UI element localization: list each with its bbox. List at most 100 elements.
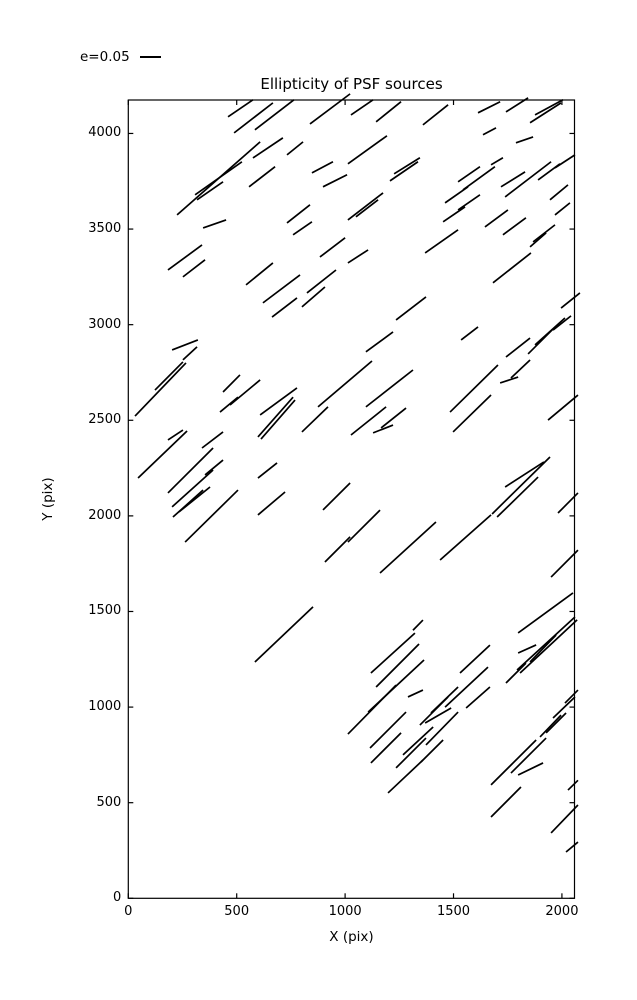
whisker-segment [422, 104, 449, 126]
whisker-segment [137, 430, 188, 479]
whisker-segment [322, 482, 351, 511]
whisker-segment [254, 99, 295, 131]
whisker-segment [564, 689, 579, 704]
whisker-segment [407, 689, 424, 698]
whisker-segment [547, 394, 579, 421]
whisker-segment [549, 184, 569, 201]
legend-line-swatch [139, 56, 161, 58]
legend-label: e=0.05 [80, 49, 130, 65]
whisker-segment [552, 315, 572, 331]
x-axis-label: X (pix) [329, 929, 374, 945]
whisker-segment [370, 632, 416, 674]
whisker-segment [350, 406, 387, 436]
whisker-segment [510, 359, 531, 379]
x-tick-label: 1500 [436, 904, 471, 920]
whisker-segment [502, 217, 527, 236]
y-tick-label: 1500 [88, 603, 122, 619]
whisker-segment [425, 711, 459, 746]
whisker-segment [462, 166, 496, 191]
whisker-segment [505, 337, 531, 358]
whisker-segment [424, 707, 452, 724]
whisker-segment [516, 616, 576, 671]
whisker-segment [365, 369, 414, 408]
whisker-segment [402, 726, 434, 756]
whisker-segment [452, 394, 492, 433]
x-tick-label: 500 [224, 904, 250, 920]
y-tick-label: 0 [113, 890, 122, 906]
whisker-segment [260, 399, 296, 440]
whisker-segment [219, 396, 239, 413]
whisker-segment [550, 549, 579, 578]
whisker-segment [517, 592, 574, 634]
whisker-segment [257, 491, 286, 516]
whisker-segment [457, 194, 481, 211]
whisker-segment [567, 779, 579, 791]
whisker-segment [347, 135, 388, 165]
whisker-segment [517, 644, 537, 654]
y-tick-label: 4000 [88, 125, 122, 141]
whisker-segment [517, 762, 544, 776]
whisker-segment [534, 99, 564, 116]
whisker-segment [439, 514, 492, 561]
whisker-segment [457, 166, 481, 183]
whisker-segment [444, 186, 469, 204]
whisker-segment [245, 262, 274, 286]
whisker-segment [482, 127, 497, 136]
whisker-segment [484, 209, 509, 228]
whisker-segment [554, 154, 576, 169]
whisker-segment [292, 221, 313, 236]
whisker-segment [322, 174, 348, 188]
whisker-segment [370, 732, 402, 764]
axes-frame [127, 99, 576, 899]
whisker-segment [504, 461, 545, 488]
whisker-segment [194, 161, 243, 196]
whisker-segment [252, 137, 284, 159]
y-tick-label: 2000 [88, 507, 122, 523]
whisker-segment [317, 360, 373, 408]
whisker-segment [301, 406, 329, 433]
whisker-segment [545, 712, 567, 734]
whisker-segment [460, 326, 479, 341]
whisker-segment [233, 102, 274, 134]
whisker-segment [182, 259, 206, 278]
whisker-segment [201, 431, 224, 449]
whisker-segment [167, 429, 184, 441]
whisker-segment [393, 157, 421, 175]
whisker-segment [500, 171, 526, 188]
whisker-segment [499, 376, 519, 384]
whisker-segment [178, 486, 211, 513]
whisker-segment [196, 181, 224, 201]
whisker-segment [367, 659, 425, 713]
whisker-segment [539, 714, 562, 738]
x-tick-label: 1000 [328, 904, 362, 920]
whisker-segment [534, 317, 566, 346]
y-tick-label: 1000 [88, 699, 122, 715]
whisker-segment [459, 644, 491, 674]
y-tick-label: 3000 [88, 316, 122, 332]
whisker-segment [477, 100, 501, 114]
whisker-segment [375, 643, 420, 688]
whisker-segment [510, 737, 547, 774]
whisker-segment [444, 666, 489, 708]
whisker-segment [550, 804, 579, 834]
y-axis-label: Y (pix) [40, 477, 56, 521]
y-tick-label: 500 [96, 794, 122, 810]
whisker-segment [324, 536, 351, 563]
whisker-segment [204, 459, 224, 476]
whisker-segment [492, 252, 532, 284]
whisker-segment [262, 274, 301, 304]
whisker-segment [504, 161, 552, 198]
whisker-segment [227, 99, 254, 118]
whisker-segment [554, 202, 571, 216]
whisker-segment [380, 407, 407, 429]
whisker-segment [259, 387, 298, 416]
whisker-segment [490, 786, 522, 818]
chart-title: Ellipticity of PSF sources [260, 75, 443, 93]
whisker-segment [202, 219, 227, 229]
whisker-segment [229, 379, 261, 406]
y-tick-label: 2500 [88, 412, 122, 428]
whisker-segment [529, 102, 562, 124]
whisker-segment [350, 99, 374, 116]
